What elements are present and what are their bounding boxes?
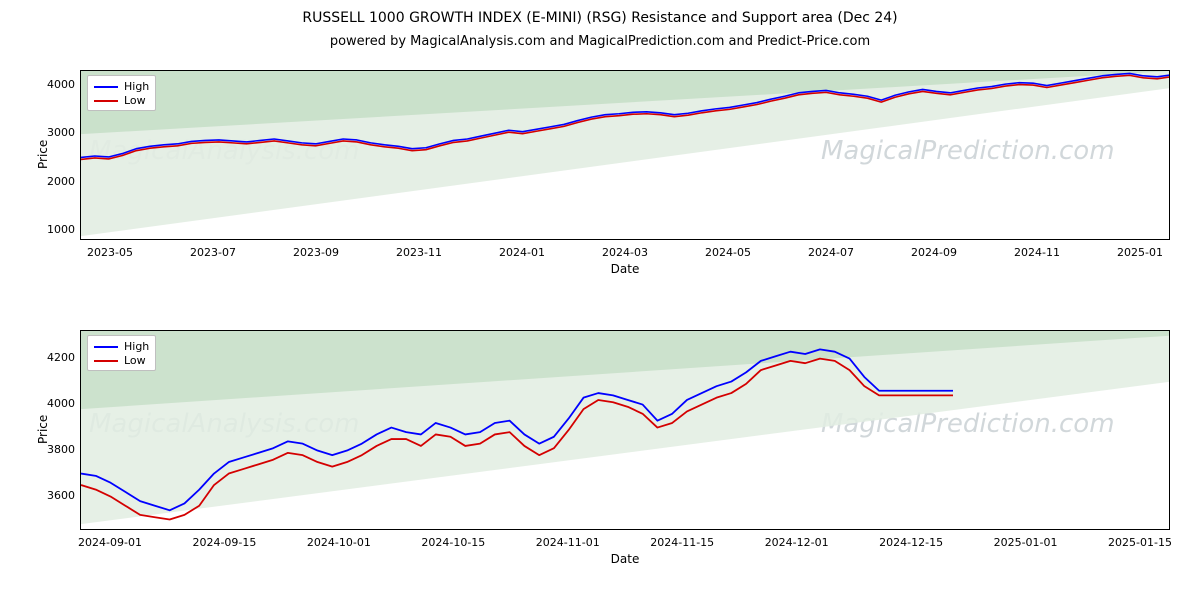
legend-label-high: High [124, 80, 149, 93]
x-tick-label: 2024-10-15 [413, 536, 493, 549]
legend-swatch-high-2 [94, 346, 118, 348]
x-tick-label: 2025-01 [1100, 246, 1180, 259]
x-tick-label: 2025-01-15 [1100, 536, 1180, 549]
y-tick-label: 3600 [25, 489, 75, 502]
x-tick-label: 2024-09 [894, 246, 974, 259]
y-tick-label: 3800 [25, 443, 75, 456]
y-tick-label: 4000 [25, 397, 75, 410]
chart-subtitle: powered by MagicalAnalysis.com and Magic… [0, 34, 1200, 49]
x-tick-label: 2024-12-01 [757, 536, 837, 549]
legend-item-low: Low [94, 94, 149, 107]
chart-title: RUSSELL 1000 GROWTH INDEX (E-MINI) (RSG)… [0, 10, 1200, 26]
x-axis-label-bottom: Date [80, 552, 1170, 566]
legend-label-high-2: High [124, 340, 149, 353]
x-tick-label: 2023-09 [276, 246, 356, 259]
legend-label-low-2: Low [124, 354, 146, 367]
x-tick-label: 2023-11 [379, 246, 459, 259]
legend-swatch-low [94, 100, 118, 102]
x-tick-label: 2025-01-01 [986, 536, 1066, 549]
x-tick-label: 2024-03 [585, 246, 665, 259]
y-tick-label: 2000 [25, 175, 75, 188]
x-tick-label: 2024-07 [791, 246, 871, 259]
legend-bottom: High Low [87, 335, 156, 371]
x-tick-label: 2024-11-01 [528, 536, 608, 549]
x-tick-label: 2023-05 [70, 246, 150, 259]
x-tick-label: 2024-10-01 [299, 536, 379, 549]
y-tick-label: 4000 [25, 78, 75, 91]
x-tick-label: 2024-11-15 [642, 536, 722, 549]
x-tick-label: 2024-11 [997, 246, 1077, 259]
x-tick-label: 2024-05 [688, 246, 768, 259]
x-axis-label-top: Date [80, 262, 1170, 276]
y-tick-label: 4200 [25, 351, 75, 364]
x-tick-label: 2023-07 [173, 246, 253, 259]
y-axis-label-bottom: Price [36, 415, 50, 444]
y-tick-label: 1000 [25, 223, 75, 236]
legend-item-high: High [94, 80, 149, 93]
legend-item-high-2: High [94, 340, 149, 353]
legend-swatch-high [94, 86, 118, 88]
price-panel-long: MagicalAnalysis.com MagicalPrediction.co… [80, 70, 1170, 240]
legend-label-low: Low [124, 94, 146, 107]
x-tick-label: 2024-12-15 [871, 536, 951, 549]
plot-svg-top [81, 71, 1170, 240]
plot-svg-bottom [81, 331, 1170, 530]
x-tick-label: 2024-01 [482, 246, 562, 259]
chart-page: RUSSELL 1000 GROWTH INDEX (E-MINI) (RSG)… [0, 0, 1200, 600]
price-panel-short: MagicalAnalysis.com MagicalPrediction.co… [80, 330, 1170, 530]
legend-swatch-low-2 [94, 360, 118, 362]
legend-item-low-2: Low [94, 354, 149, 367]
y-axis-label-top: Price [36, 140, 50, 169]
y-tick-label: 3000 [25, 126, 75, 139]
x-tick-label: 2024-09-01 [70, 536, 150, 549]
legend-top: High Low [87, 75, 156, 111]
x-tick-label: 2024-09-15 [184, 536, 264, 549]
